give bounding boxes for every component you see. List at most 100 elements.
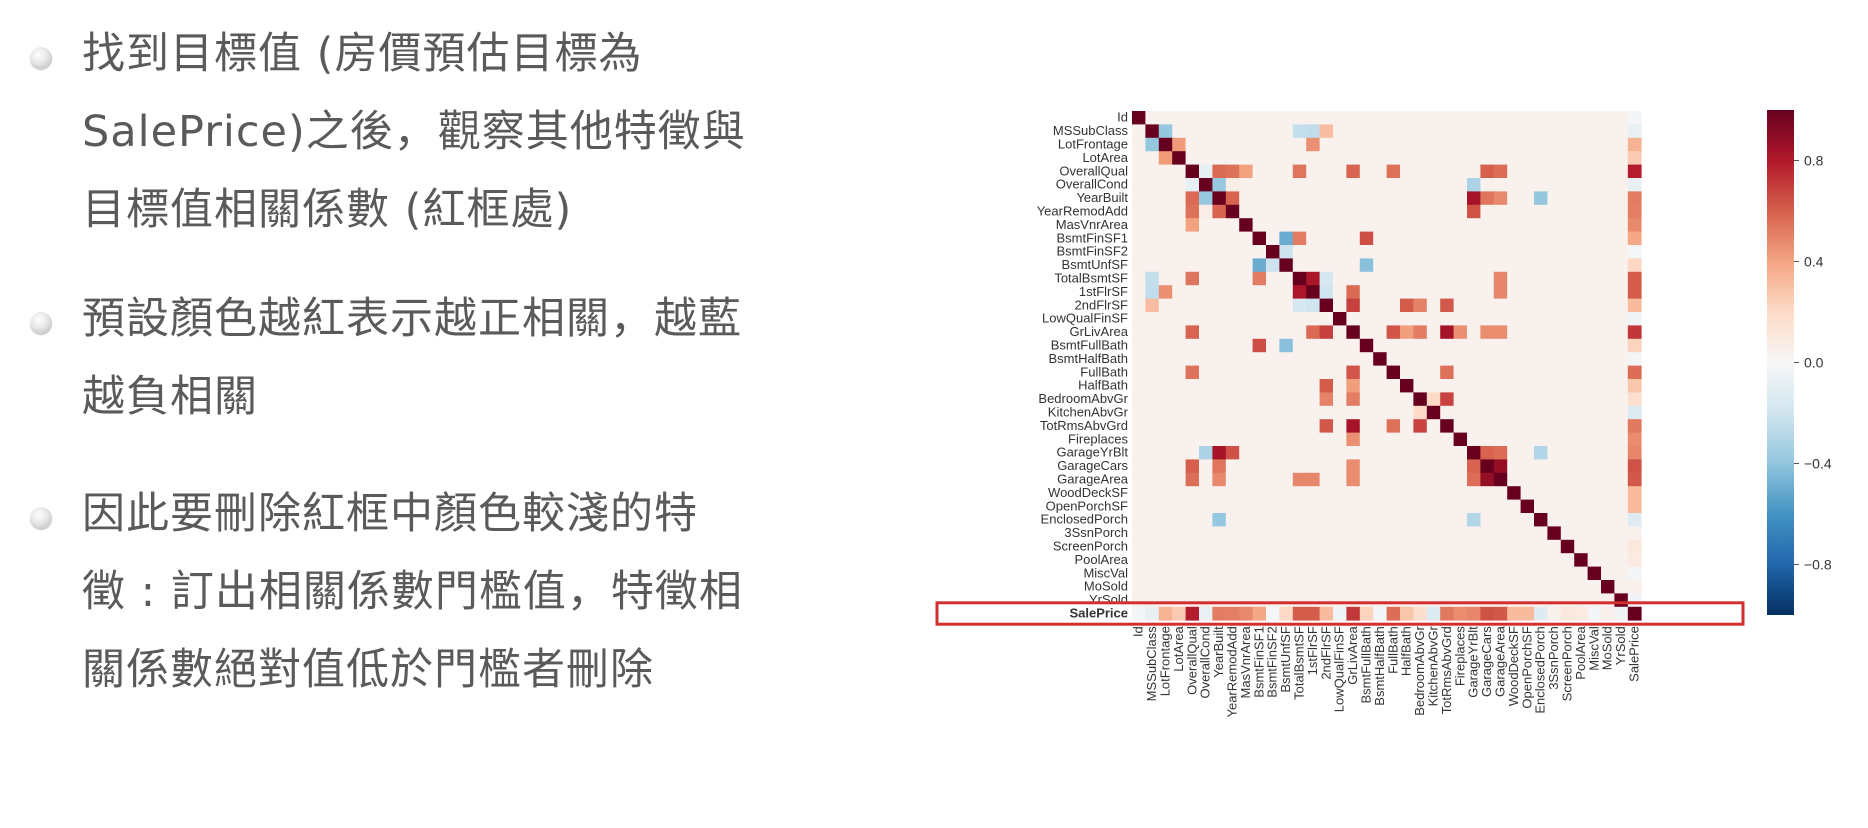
x-tick-label: GarageCars [1479, 626, 1494, 697]
heatmap-cell [1346, 566, 1361, 581]
heatmap-cell [1225, 553, 1240, 567]
heatmap-cell [1306, 218, 1320, 232]
heatmap-cell [1520, 312, 1535, 326]
heatmap-cell [1467, 392, 1481, 407]
heatmap-cell [1185, 526, 1200, 541]
heatmap-cell [1346, 392, 1361, 407]
heatmap-cell [1292, 419, 1307, 433]
heatmap-cell [1453, 231, 1468, 246]
heatmap-cell [1560, 271, 1575, 286]
heatmap-cell [1158, 258, 1173, 273]
heatmap-cell [1601, 204, 1615, 219]
heatmap-cell [1319, 432, 1334, 447]
heatmap-cell [1266, 606, 1280, 621]
heatmap-cell [1292, 231, 1307, 246]
heatmap-cell [1266, 204, 1280, 219]
heatmap-cell [1601, 338, 1615, 353]
heatmap-cell [1547, 312, 1562, 326]
heatmap-cell [1440, 111, 1454, 125]
heatmap-cell [1252, 553, 1267, 567]
heatmap-cell [1614, 137, 1629, 152]
y-tick-label: OpenPorchSF [1046, 498, 1128, 513]
heatmap-cell [1279, 178, 1294, 192]
heatmap-cell [1467, 365, 1481, 380]
heatmap-cell [1199, 606, 1213, 621]
heatmap-cell [1132, 271, 1146, 286]
heatmap-cell [1520, 298, 1535, 313]
heatmap-cell [1266, 593, 1280, 608]
x-tick-label: Fireplaces [1452, 626, 1467, 686]
heatmap-cell [1413, 298, 1428, 313]
heatmap-cell [1507, 285, 1521, 299]
heatmap-cell [1386, 218, 1401, 232]
heatmap-cell [1252, 432, 1267, 447]
heatmap-cell [1493, 580, 1508, 594]
heatmap-cell [1547, 352, 1562, 366]
heatmap-cell [1453, 164, 1468, 179]
heatmap-cell [1614, 298, 1629, 313]
heatmap-cell [1601, 539, 1615, 554]
heatmap-cell [1319, 539, 1334, 554]
heatmap-cell [1359, 338, 1374, 353]
heatmap-cell [1373, 245, 1387, 259]
heatmap-cell [1534, 271, 1548, 286]
heatmap-cell [1480, 392, 1495, 407]
heatmap-cell [1333, 499, 1347, 514]
heatmap-cell [1480, 111, 1495, 125]
heatmap-cell [1560, 178, 1575, 192]
heatmap-cell [1279, 285, 1294, 299]
heatmap-cell [1212, 432, 1227, 447]
heatmap-cell [1426, 325, 1441, 340]
heatmap-cell [1279, 231, 1294, 246]
heatmap-cell [1132, 365, 1146, 380]
y-tick-label: MoSold [1084, 579, 1128, 594]
heatmap-cell [1413, 379, 1428, 393]
heatmap-cell [1547, 258, 1562, 273]
heatmap-cell [1627, 392, 1642, 407]
heatmap-cell [1534, 553, 1548, 567]
heatmap-cell [1158, 513, 1173, 527]
heatmap-cell [1547, 137, 1562, 152]
heatmap-cell [1158, 151, 1173, 165]
heatmap-cell [1493, 352, 1508, 366]
heatmap-cell [1292, 486, 1307, 500]
heatmap-cell [1480, 459, 1495, 474]
heatmap-cell [1560, 486, 1575, 500]
heatmap-cell [1453, 365, 1468, 380]
heatmap-cell [1493, 204, 1508, 219]
heatmap-cell [1266, 137, 1280, 152]
heatmap-cell [1601, 312, 1615, 326]
heatmap-cell [1266, 124, 1280, 139]
heatmap-cell [1560, 526, 1575, 541]
heatmap-cell [1359, 446, 1374, 460]
heatmap-cell [1400, 553, 1414, 567]
heatmap-cell [1547, 285, 1562, 299]
heatmap-cell [1440, 352, 1454, 366]
heatmap-cell [1185, 245, 1200, 259]
heatmap-cell [1614, 580, 1629, 594]
heatmap-cell [1132, 325, 1146, 340]
heatmap-cell [1493, 419, 1508, 433]
heatmap-cell [1627, 405, 1642, 420]
heatmap-cell [1225, 606, 1240, 621]
heatmap-cell [1319, 271, 1334, 286]
heatmap-cell [1507, 258, 1521, 273]
heatmap-cell [1440, 178, 1454, 192]
heatmap-cell [1467, 325, 1481, 340]
heatmap-cell [1252, 352, 1267, 366]
heatmap-cell [1346, 151, 1361, 165]
heatmap-cell [1386, 325, 1401, 340]
heatmap-cell [1319, 231, 1334, 246]
heatmap-cell [1480, 419, 1495, 433]
heatmap-cell [1547, 338, 1562, 353]
heatmap-cell [1132, 151, 1146, 165]
heatmap-cell [1507, 432, 1521, 447]
heatmap-cell [1426, 191, 1441, 206]
y-tick-label: 3SsnPorch [1064, 525, 1128, 540]
heatmap-cell [1480, 137, 1495, 152]
heatmap-cell [1185, 499, 1200, 514]
heatmap-cell [1413, 392, 1428, 407]
heatmap-cell [1239, 111, 1253, 125]
heatmap-cell [1185, 379, 1200, 393]
heatmap-cell [1534, 298, 1548, 313]
